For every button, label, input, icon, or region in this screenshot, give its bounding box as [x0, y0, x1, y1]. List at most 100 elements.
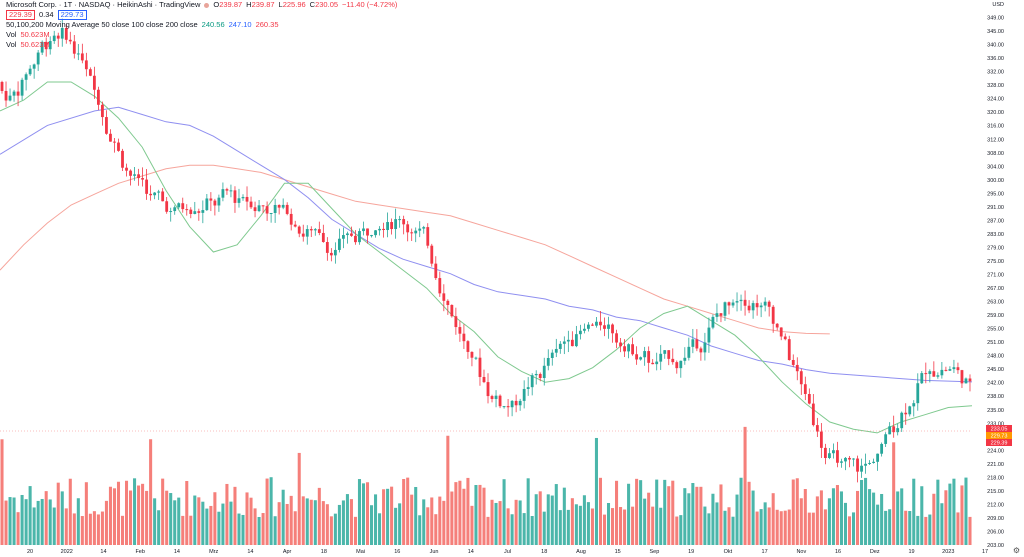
volume-bar [474, 485, 478, 545]
volume-bar [189, 515, 193, 545]
price-tick-label: 209.00 [987, 516, 1004, 522]
candle-body [16, 91, 20, 96]
candle-body [683, 357, 687, 361]
candle-body [229, 190, 233, 192]
volume-bar [847, 516, 852, 545]
volume-bar [747, 481, 751, 545]
candle-body [217, 197, 221, 206]
volume-bar [574, 504, 578, 545]
candle-body [109, 133, 112, 142]
price-tick-label: 233.00 [987, 421, 1004, 427]
volume-bar [960, 485, 964, 545]
candle-body [350, 233, 353, 236]
candle-body [771, 306, 775, 324]
volume-bar [269, 477, 273, 545]
volume-bar [755, 511, 759, 545]
candle-body [354, 235, 357, 243]
candle-body [313, 229, 317, 231]
ma-label[interactable]: 50,100,200 Moving Average 50 close 100 c… [6, 20, 198, 29]
volume-bar [281, 489, 285, 545]
price-marker-label: 229.73 [991, 434, 1008, 440]
candle-body [747, 305, 751, 311]
volume-bar [169, 493, 173, 545]
candle-body [888, 426, 892, 435]
volume-bar [181, 515, 185, 545]
candle-body [92, 75, 96, 90]
vol-label-2[interactable]: Vol [6, 40, 17, 49]
candle-body [779, 327, 783, 337]
candle-body [193, 211, 197, 214]
volume-bar [370, 505, 374, 545]
volume-bar [161, 478, 165, 545]
candle-body [362, 228, 365, 232]
candle-body [329, 252, 333, 256]
candle-body [675, 362, 679, 369]
candle-body [739, 299, 743, 302]
candle-body [410, 232, 414, 234]
time-axis[interactable]: 20 2022 14 Feb 14 Mrz 14 Apr 18 Mai 16 Jun 14 Jul 18 Au… [27, 549, 988, 555]
candle-body [940, 369, 944, 376]
volume-bar [16, 512, 20, 545]
candle-body [474, 357, 478, 359]
candle-body [161, 191, 165, 202]
volume-bar [627, 483, 631, 545]
buy-price-button[interactable]: 229.73 [57, 10, 87, 20]
price-tick-label: 251.00 [987, 340, 1004, 346]
price-tick-label: 279.00 [987, 245, 1004, 251]
volume-bar [197, 497, 201, 545]
volume-bar [470, 505, 474, 545]
candle-body [852, 458, 855, 460]
volume-bar [739, 477, 743, 545]
volume-bar [52, 507, 56, 545]
price-tick-label: 324.00 [987, 97, 1004, 103]
candle-body [783, 336, 787, 340]
volume-bar [687, 493, 691, 545]
candle-body [317, 229, 321, 233]
volume-bar [506, 508, 510, 545]
candle-body [297, 226, 301, 234]
volume-bar [317, 487, 321, 545]
price-tick-label: 221.00 [987, 462, 1004, 468]
volume-bar [8, 497, 12, 545]
time-tick-label: Nov [796, 549, 806, 555]
volume-bar [321, 501, 325, 545]
volume-bar [594, 437, 598, 545]
volume-bar [116, 481, 121, 545]
candle-body [406, 224, 410, 233]
time-tick-label: 17 [982, 549, 988, 555]
ma100-line [0, 106, 973, 383]
volume-bar [884, 510, 888, 545]
volume-bar [185, 480, 189, 545]
candle-body [48, 41, 52, 50]
settings-gear-icon[interactable]: ⚙ [1012, 546, 1020, 555]
candle-body [719, 313, 723, 316]
volume-bar [357, 479, 362, 545]
time-tick-label: 16 [835, 549, 841, 555]
sell-price-button[interactable]: 229.39 [6, 10, 35, 20]
volume-bar [791, 479, 795, 545]
volume-bar [811, 512, 815, 545]
candle-body [490, 396, 494, 399]
volume-bar [233, 486, 237, 545]
vol-value-1: 50.623M [20, 30, 50, 39]
candle-body [582, 328, 586, 331]
candle-body [803, 384, 807, 395]
price-tick-label: 271.00 [987, 273, 1004, 279]
volume-bar [888, 509, 892, 545]
time-tick-label: 20 [27, 549, 33, 555]
volume-bar [948, 483, 952, 545]
time-tick-label: Mai [356, 549, 365, 555]
volume-bar [819, 490, 823, 545]
candle-body [153, 192, 157, 196]
vol-label-1[interactable]: Vol [6, 30, 17, 39]
volume-bar [100, 511, 104, 545]
price-axis[interactable]: USD 349.00 345.00 340.00 336.00 332.00 328.00 3… [987, 2, 1004, 549]
volume-bar [438, 496, 442, 545]
time-tick-label: 16 [394, 549, 400, 555]
volume-bar [253, 508, 257, 545]
volume-bar [426, 507, 430, 545]
volume-bar [639, 480, 643, 545]
volume-bar [944, 490, 948, 545]
volume-bar [831, 488, 835, 545]
